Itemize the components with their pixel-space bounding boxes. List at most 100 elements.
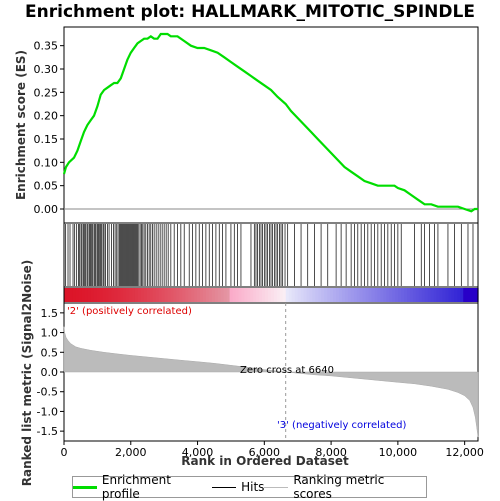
rank-color-segment [99,288,104,302]
rank-color-segment [344,288,349,302]
rank-color-segment [191,288,195,302]
es-y-tick-label: 0.20 [34,110,59,123]
rank-color-segment [386,288,390,302]
rank-color-segment [161,288,166,302]
rank-color-segment [247,288,251,302]
rank-color-segment [466,288,470,302]
metric-y-tick-label: -1.5 [37,425,58,438]
rank-color-segment [475,288,479,302]
rank-color-segment [395,288,399,302]
rank-color-segment [126,288,130,302]
ranking-metric-area [63,326,479,438]
rank-color-segment [185,288,189,302]
rank-color-segment [436,288,441,302]
enrichment-profile-line [62,32,478,213]
rank-color-segment [238,288,243,302]
rank-color-segment [318,288,322,302]
rank-color-segment [297,288,302,302]
rank-color-segment [409,288,414,302]
rank-color-segment [262,288,266,302]
rank-color-segment [108,288,112,302]
rank-color-segment [356,288,361,302]
es-y-tick-label: 0.15 [34,133,59,146]
rank-color-segment [327,288,331,302]
rank-color-segment [134,288,139,302]
metric-y-tick-label: -0.5 [37,386,58,399]
hits-marks [65,224,474,286]
es-y-axis: 0.00 0.05 0.10 0.15 0.20 0.25 0.30 0.35 [34,40,64,216]
rank-color-segment [223,288,228,302]
es-y-tick-label: 0.30 [34,63,59,76]
rank-color-segment [111,288,115,302]
rank-color-segment [365,288,370,302]
rank-color-segment [321,288,325,302]
rank-color-segment [66,288,71,302]
rank-color-segment [120,288,124,302]
legend: Enrichment profile Hits Ranking metric s… [72,473,427,501]
rank-color-segment [463,288,467,302]
rank-color-segment [424,288,429,302]
negative-annotation: '3' (negatively correlated) [277,420,406,431]
metric-y-tick-label: -1.0 [37,405,58,418]
x-tick-label: 4,000 [182,446,214,459]
rank-color-segment [392,288,396,302]
rank-color-segment [117,288,121,302]
rank-color-segment [282,288,287,302]
x-tick-label: 0 [61,446,68,459]
rank-color-segment [374,288,379,302]
x-tick-label: 2,000 [115,446,147,459]
rank-color-segment [226,288,231,302]
rank-color-segment [412,288,417,302]
rank-color-segment [276,288,281,302]
rank-color-segment [64,288,68,302]
es-y-tick-label: 0.05 [34,180,59,193]
rank-color-segment [229,288,234,302]
rank-color-segment [398,288,402,302]
rank-color-segment [288,288,293,302]
rank-color-segment [205,288,210,302]
rank-color-segment [368,288,373,302]
rank-color-segment [90,288,95,302]
rank-color-segment [309,288,313,302]
zero-cross-annotation: Zero cross at 6640 [240,365,334,376]
rank-color-segment [324,288,328,302]
rank-color-segment [442,288,447,302]
es-y-tick-label: 0.10 [34,156,59,169]
rank-color-segment [152,288,157,302]
rank-color-segment [78,288,83,302]
rank-color-segment [105,288,109,302]
rank-color-segment [273,288,278,302]
rank-color-segment [72,288,77,302]
rank-color-segment [69,288,74,302]
x-tick-label: 10,000 [379,446,418,459]
rank-color-segment [454,288,458,302]
rank-color-segment [469,288,473,302]
rank-color-segment [380,288,384,302]
metric-y-tick-label: 0.0 [41,366,59,379]
rank-color-segment [170,288,175,302]
metric-y-tick-label: 0.5 [41,346,59,359]
rank-color-segment [217,288,222,302]
rank-color-segment [421,288,426,302]
rank-color-segment [155,288,160,302]
rank-color-segment [256,288,260,302]
x-tick-label: 8,000 [315,446,347,459]
rank-color-segment [253,288,257,302]
rank-color-segment [149,288,154,302]
rank-color-segment [418,288,423,302]
x-tick-label: 12,000 [445,446,484,459]
rank-color-segment [330,288,334,302]
rank-color-segment [401,288,405,302]
rank-color-segment [182,288,186,302]
metric-y-tick-label: 1.0 [41,327,59,340]
rank-color-segment [173,288,177,302]
rank-color-segment [202,288,207,302]
rank-color-segment [415,288,420,302]
x-tick-label: 6,000 [249,446,281,459]
rank-color-segment [291,288,296,302]
rank-color-segment [430,288,435,302]
rank-color-segment [451,288,455,302]
rank-color-segment [176,288,180,302]
es-plot-frame [63,26,479,224]
rank-color-segment [448,288,452,302]
